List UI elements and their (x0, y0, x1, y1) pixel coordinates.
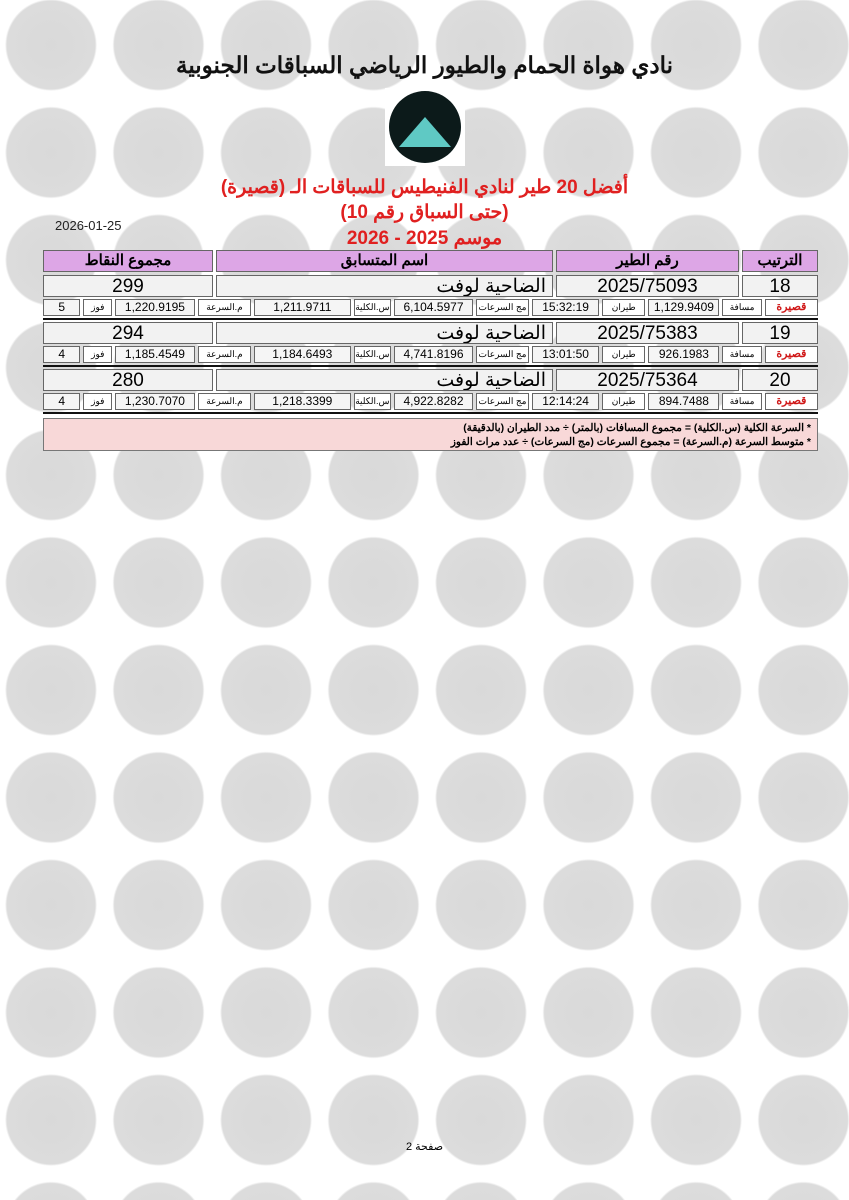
distance-label: مسافة (722, 299, 762, 316)
flight-label: طيران (602, 346, 646, 363)
points: 294 (43, 322, 213, 344)
header-points: مجموع النقاط (43, 250, 213, 272)
distance: 926.1983 (648, 346, 720, 363)
header-name: اسم المتسابق (216, 250, 553, 272)
rank: 20 (742, 369, 818, 391)
table-row: 20 2025/75364 الضاحية لوفت 280 (43, 369, 818, 391)
table-header: الترتيب رقم الطير اسم المتسابق مجموع الن… (43, 250, 818, 272)
club-logo (385, 88, 465, 166)
total-speed: 1,184.6493 (254, 346, 351, 363)
distance: 894.7488 (648, 393, 720, 410)
distance-label: مسافة (722, 393, 762, 410)
race-type: قصيرة (764, 299, 818, 316)
competitor-name: الضاحية لوفت (216, 322, 553, 344)
avg-speed: 1,220.9195 (115, 299, 195, 316)
wins: 5 (43, 299, 81, 316)
rank: 19 (742, 322, 818, 344)
competitor-name: الضاحية لوفت (216, 369, 553, 391)
wins-label: فوز (83, 299, 113, 316)
flight-time: 13:01:50 (532, 346, 600, 363)
avg-speed-label: م.السرعة (197, 393, 252, 410)
rank: 18 (742, 275, 818, 297)
race-type: قصيرة (764, 393, 818, 410)
sum-speeds: 6,104.5977 (394, 299, 473, 316)
note: * متوسط السرعة (م.السرعة) = مجموع السرعا… (450, 436, 811, 448)
report-date: 2026-01-25 (55, 218, 122, 233)
club-name: نادي هواة الحمام والطيور الرياضي السباقا… (176, 52, 673, 78)
season: موسم 2025 - 2026 (346, 228, 503, 249)
sum-speeds-label: مج السرعات (475, 299, 530, 316)
detail-row: قصيرة مسافة 894.7488 طيران 12:14:24 مج ا… (43, 393, 818, 414)
header-bird: رقم الطير (556, 250, 739, 272)
page-number: صفحة 2 (405, 1141, 444, 1153)
total-speed-label: س.الكلية (353, 346, 392, 363)
total-speed: 1,211.9711 (254, 299, 351, 316)
notes-box: * السرعة الكلية (س.الكلية) = مجموع المسا… (43, 418, 818, 451)
avg-speed: 1,230.7070 (115, 393, 195, 410)
detail-row: قصيرة مسافة 1,129.9409 طيران 15:32:19 مج… (43, 299, 818, 320)
flight-label: طيران (602, 393, 646, 410)
total-speed-label: س.الكلية (353, 393, 392, 410)
report-subtitle: (حتى السباق رقم 10) (340, 202, 509, 223)
total-speed: 1,218.3399 (254, 393, 351, 410)
sum-speeds-label: مج السرعات (475, 393, 530, 410)
sum-speeds-label: مج السرعات (475, 346, 530, 363)
points: 299 (43, 275, 213, 297)
avg-speed-label: م.السرعة (197, 346, 252, 363)
distance-label: مسافة (722, 346, 762, 363)
distance: 1,129.9409 (648, 299, 720, 316)
flight-time: 15:32:19 (532, 299, 600, 316)
flight-time: 12:14:24 (532, 393, 600, 410)
wins: 4 (43, 393, 81, 410)
race-type: قصيرة (764, 346, 818, 363)
sum-speeds: 4,741.8196 (394, 346, 473, 363)
wins: 4 (43, 346, 81, 363)
avg-speed: 1,185.4549 (115, 346, 195, 363)
table-row: 18 2025/75093 الضاحية لوفت 299 (43, 275, 818, 297)
header-rank: الترتيب (742, 250, 818, 272)
bird-number: 2025/75383 (556, 322, 739, 344)
wins-label: فوز (83, 393, 113, 410)
sum-speeds: 4,922.8282 (394, 393, 473, 410)
note: * السرعة الكلية (س.الكلية) = مجموع المسا… (463, 422, 811, 434)
detail-row: قصيرة مسافة 926.1983 طيران 13:01:50 مج ا… (43, 346, 818, 367)
competitor-name: الضاحية لوفت (216, 275, 553, 297)
points: 280 (43, 369, 213, 391)
wins-label: فوز (83, 346, 113, 363)
report-title: أفضل 20 طير لنادي الفنيطيس للسباقات الـ … (220, 177, 629, 198)
bird-number: 2025/75093 (556, 275, 739, 297)
bird-number: 2025/75364 (556, 369, 739, 391)
flight-label: طيران (602, 299, 646, 316)
total-speed-label: س.الكلية (353, 299, 392, 316)
avg-speed-label: م.السرعة (197, 299, 252, 316)
table-row: 19 2025/75383 الضاحية لوفت 294 (43, 322, 818, 344)
